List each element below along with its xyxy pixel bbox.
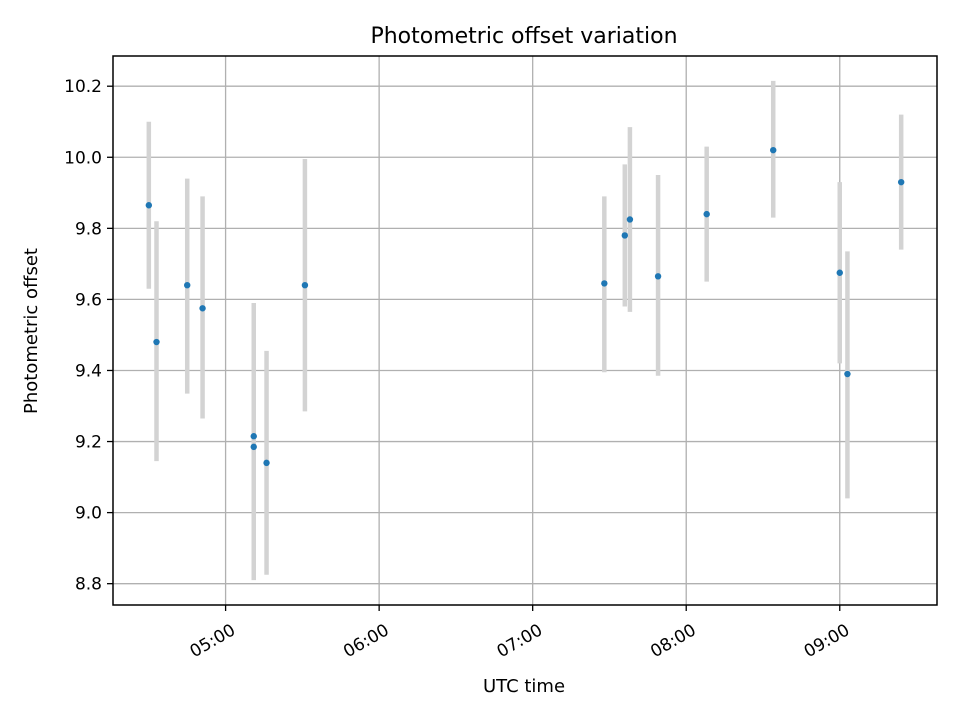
data-point bbox=[836, 269, 843, 276]
data-point bbox=[626, 216, 634, 223]
y-axis-label: Photometric offset bbox=[21, 248, 42, 414]
x-axis-label: UTC time bbox=[483, 676, 565, 697]
y-tick-label: 10.2 bbox=[64, 77, 102, 97]
data-point bbox=[184, 281, 191, 289]
grid-lines bbox=[113, 56, 937, 605]
x-tick-label: 09:00 bbox=[801, 620, 853, 662]
data-point bbox=[250, 433, 257, 440]
data-point bbox=[601, 280, 608, 287]
y-tick-label: 10.0 bbox=[64, 148, 102, 168]
x-tick-label: 06:00 bbox=[340, 620, 392, 662]
x-tick-label: 07:00 bbox=[494, 620, 546, 662]
data-point bbox=[199, 305, 206, 312]
chart-title: Photometric offset variation bbox=[370, 24, 677, 49]
plot-frame bbox=[112, 55, 938, 606]
y-tick-label: 9.0 bbox=[75, 504, 102, 524]
axes: 8.8 9.0 9.2 9.4 9.6 9.8 10.0 10.2 05:00 06:00 07:0… bbox=[64, 55, 938, 662]
data-point bbox=[145, 202, 153, 209]
data-point bbox=[770, 146, 777, 154]
data-point bbox=[654, 273, 662, 280]
data-point bbox=[263, 459, 270, 467]
data-point bbox=[621, 232, 629, 239]
data-point bbox=[301, 281, 309, 289]
y-tick-label: 9.4 bbox=[75, 361, 102, 381]
data-point bbox=[703, 210, 710, 218]
y-tick-label: 9.8 bbox=[75, 219, 102, 239]
x-tick-label: 05:00 bbox=[187, 620, 239, 662]
data-point bbox=[250, 443, 257, 451]
error-bars bbox=[146, 80, 904, 581]
y-tick-label: 9.2 bbox=[75, 433, 102, 453]
x-tick-label: 08:00 bbox=[647, 620, 699, 662]
data-point bbox=[844, 370, 851, 378]
y-tick-label: 9.6 bbox=[75, 290, 102, 310]
data-point bbox=[897, 178, 905, 186]
data-point bbox=[153, 338, 160, 346]
y-tick-label: 8.8 bbox=[75, 575, 102, 595]
data-points bbox=[145, 146, 905, 467]
